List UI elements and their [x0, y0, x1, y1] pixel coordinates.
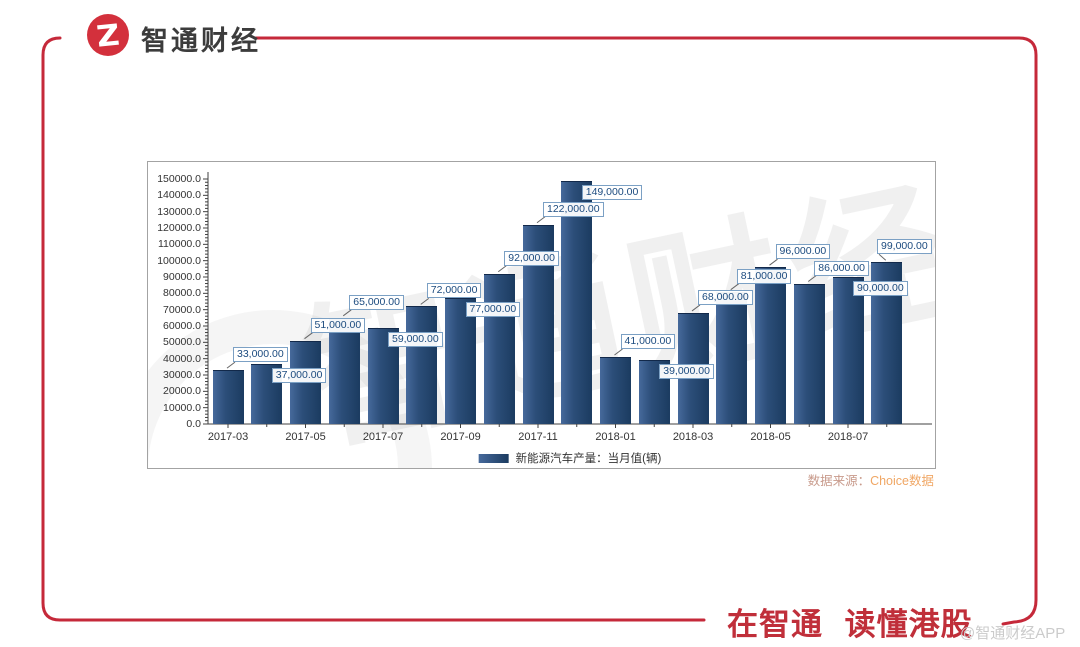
- bar-value-label: 68,000.00: [698, 289, 753, 305]
- y-axis-tick-label: 120000.0: [157, 222, 201, 234]
- y-axis-tick-label: 140000.0: [157, 189, 201, 202]
- bar-value-label: 65,000.00: [349, 294, 404, 310]
- bar-value-label: 99,000.00: [877, 239, 932, 255]
- y-axis-tick-label: 150000.0: [157, 173, 201, 185]
- legend-label: 新能源汽车产量：当月值(辆): [515, 453, 662, 465]
- bar-value-label: 149,000.00: [581, 184, 643, 200]
- y-axis-tick-label: 100000.0: [157, 254, 201, 267]
- x-axis-tick-label: 2017-05: [285, 431, 326, 443]
- x-axis-tick-label: 2017-09: [440, 431, 481, 443]
- x-axis-tick-label: 2018-05: [750, 431, 791, 443]
- chart-panel: 智通财经 0.0 10000.0 20000.0 30000.0 40000.0 5000…: [147, 161, 936, 469]
- bar: [406, 306, 438, 424]
- legend-swatch-icon: [478, 453, 509, 463]
- y-axis-tick-label: 30000.0: [163, 369, 201, 381]
- x-axis-tick-label: 2018-03: [672, 431, 714, 443]
- bar: [793, 283, 825, 424]
- bar: [755, 267, 786, 424]
- y-axis-tick-label: 70000.0: [163, 303, 201, 316]
- y-axis-tick-label: 60000.0: [163, 320, 201, 332]
- bar: [328, 317, 360, 424]
- bar-value-label: 41,000.00: [620, 334, 676, 350]
- brand-title: 智通财经: [141, 26, 261, 56]
- y-axis-tick-label: 20000.0: [163, 385, 201, 398]
- bar: [483, 273, 515, 424]
- bar-value-label: 90,000.00: [853, 281, 908, 296]
- y-axis-tick-label: 80000.0: [163, 287, 201, 300]
- bar: [600, 357, 631, 424]
- y-axis-tick-label: 50000.0: [163, 336, 201, 349]
- x-axis-tick-label: 2017-11: [518, 431, 558, 443]
- y-axis-tick-label: 10000.0: [163, 401, 201, 414]
- bar-value-label: 122,000.00: [543, 201, 604, 217]
- bar-value-label: 37,000.00: [271, 367, 327, 383]
- bar-value-label: 86,000.00: [814, 260, 869, 276]
- bar-value-label: 92,000.00: [504, 250, 559, 266]
- bar-value-label: 59,000.00: [388, 331, 443, 347]
- bar-value-label: 72,000.00: [426, 283, 482, 299]
- bar-value-label: 51,000.00: [310, 317, 366, 333]
- data-source-prefix: 数据来源：: [807, 474, 871, 488]
- brand-slogan: 在智通 读懂港股: [727, 607, 973, 642]
- bar: [445, 298, 476, 424]
- data-source-name: Choice数据: [870, 474, 934, 488]
- x-axis-tick-label: 2017-07: [362, 431, 404, 443]
- bar: [561, 180, 593, 424]
- axes-and-ticks: [203, 172, 932, 428]
- bar: [716, 291, 748, 424]
- y-axis-tick-label: 0.0: [186, 418, 201, 430]
- x-axis-tick-label: 2017-03: [207, 431, 249, 443]
- y-axis-tick-label: 40000.0: [163, 352, 201, 365]
- x-axis-tick-label: 2018-01: [595, 431, 636, 443]
- data-source-line: 数据来源：Choice数据: [634, 470, 934, 489]
- y-axis-tick-label: 130000.0: [157, 205, 201, 218]
- chart-legend: 新能源汽车产量：当月值(辆): [478, 450, 662, 466]
- bar: [212, 370, 244, 424]
- y-axis-tick-label: 110000.0: [157, 238, 201, 251]
- bar: [832, 277, 864, 424]
- x-axis-tick-label: 2018-07: [827, 431, 869, 443]
- y-axis-tick-label: 90000.0: [163, 271, 201, 283]
- bar-value-label: 39,000.00: [659, 364, 714, 380]
- page-watermark: @智通财经APP: [960, 625, 1066, 642]
- bar-chart-plot: 0.0 10000.0 20000.0 30000.0 40000.0 50000.0 60…: [148, 162, 935, 468]
- bar-value-label: 33,000.00: [233, 347, 288, 363]
- bar-value-label: 96,000.00: [775, 244, 831, 260]
- bar-value-label: 77,000.00: [465, 302, 521, 318]
- zhitong-logo-icon: [87, 14, 129, 56]
- bar-value-label: 81,000.00: [736, 268, 792, 284]
